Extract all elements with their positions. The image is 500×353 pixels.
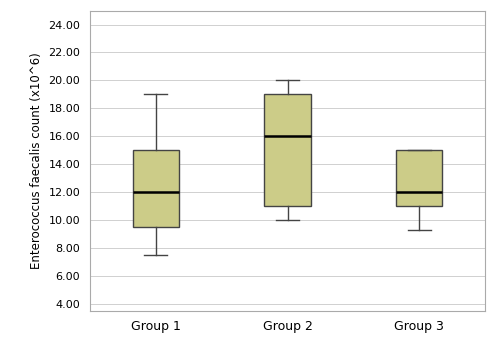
PathPatch shape bbox=[396, 150, 442, 206]
Y-axis label: Enterococcus faecalis count (x10^6): Enterococcus faecalis count (x10^6) bbox=[30, 52, 43, 269]
PathPatch shape bbox=[133, 150, 179, 227]
PathPatch shape bbox=[264, 94, 310, 206]
